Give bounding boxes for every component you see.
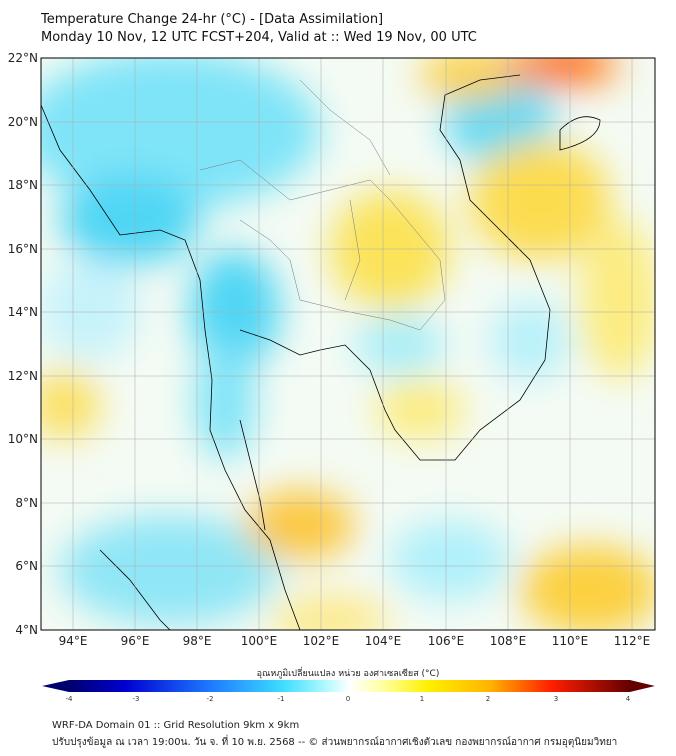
lat-label: 22°N xyxy=(8,51,38,65)
lon-label: 106°E xyxy=(428,634,465,648)
colorbar-label: อุณหภูมิเปลี่ยนแปลง หน่วย องศาเซลเซียส (… xyxy=(257,666,440,679)
gridlines xyxy=(41,58,655,630)
coastlines xyxy=(41,74,601,630)
map-title: Temperature Change 24-hr (°C) - [Data As… xyxy=(41,12,384,27)
lon-label: 98°E xyxy=(183,634,212,648)
lat-label: 12°N xyxy=(8,369,38,383)
lon-label: 102°E xyxy=(303,634,340,648)
lat-label: 14°N xyxy=(8,305,38,319)
lat-label: 8°N xyxy=(15,496,38,510)
lon-label: 108°E xyxy=(490,634,527,648)
colorbar-min-extend xyxy=(42,680,69,692)
colorbar-tick: 2 xyxy=(486,695,490,703)
colorbar: อุณหภูมิเปลี่ยนแปลง หน่วย องศาเซลเซียส (… xyxy=(42,666,655,703)
latitude-labels: 22°N 20°N 18°N 16°N 14°N 12°N 10°N 8°N 6… xyxy=(8,51,38,637)
lat-label: 10°N xyxy=(8,432,38,446)
colorbar-tick: -1 xyxy=(278,695,285,703)
colorbar-tick: -2 xyxy=(207,695,214,703)
lat-label: 18°N xyxy=(8,178,38,192)
colorbar-bar xyxy=(69,680,630,692)
colorbar-tick: 4 xyxy=(626,695,631,703)
lon-label: 112°E xyxy=(614,634,651,648)
lon-label: 96°E xyxy=(121,634,150,648)
colorbar-max-extend xyxy=(630,680,655,692)
lat-label: 6°N xyxy=(15,559,38,573)
lon-label: 110°E xyxy=(552,634,589,648)
lon-label: 100°E xyxy=(241,634,278,648)
colorbar-tick: 0 xyxy=(346,695,350,703)
field-layer xyxy=(41,58,655,630)
footer-credit: ปรับปรุงข้อมูล ณ เวลา 19:00น. วัน จ. ที่… xyxy=(52,737,618,748)
colorbar-tick: -3 xyxy=(133,695,140,703)
colorbar-tick: 3 xyxy=(554,695,558,703)
longitude-labels: 94°E 96°E 98°E 100°E 102°E 104°E 106°E 1… xyxy=(59,634,651,648)
lon-label: 104°E xyxy=(365,634,402,648)
borders xyxy=(199,79,446,331)
map-subtitle: Monday 10 Nov, 12 UTC FCST+204, Valid at… xyxy=(41,30,477,45)
footer-model-info: WRF-DA Domain 01 :: Grid Resolution 9km … xyxy=(52,720,300,731)
lat-label: 16°N xyxy=(8,242,38,256)
lat-label: 20°N xyxy=(8,115,38,129)
colorbar-tick: -4 xyxy=(66,695,74,703)
lat-label: 4°N xyxy=(15,623,38,637)
colorbar-tick: 1 xyxy=(420,695,424,703)
lon-label: 94°E xyxy=(59,634,88,648)
